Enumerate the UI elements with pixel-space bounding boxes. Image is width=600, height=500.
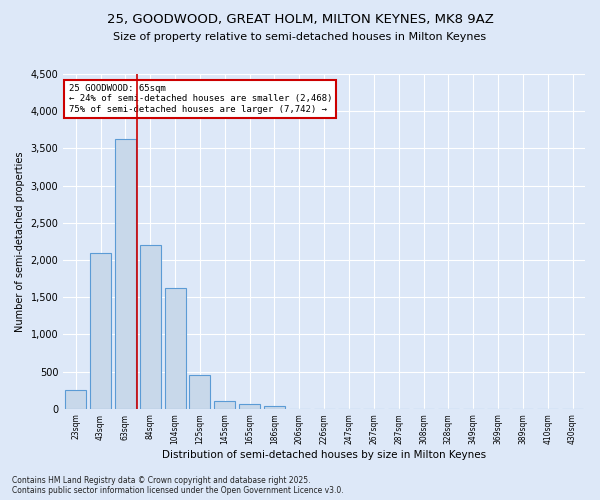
- Y-axis label: Number of semi-detached properties: Number of semi-detached properties: [15, 151, 25, 332]
- Text: Contains HM Land Registry data © Crown copyright and database right 2025.
Contai: Contains HM Land Registry data © Crown c…: [12, 476, 344, 495]
- Text: 25, GOODWOOD, GREAT HOLM, MILTON KEYNES, MK8 9AZ: 25, GOODWOOD, GREAT HOLM, MILTON KEYNES,…: [107, 12, 493, 26]
- X-axis label: Distribution of semi-detached houses by size in Milton Keynes: Distribution of semi-detached houses by …: [162, 450, 486, 460]
- Bar: [239, 404, 260, 408]
- Bar: [65, 390, 86, 408]
- Bar: [214, 400, 235, 408]
- Text: 25 GOODWOOD: 65sqm
← 24% of semi-detached houses are smaller (2,468)
75% of semi: 25 GOODWOOD: 65sqm ← 24% of semi-detache…: [68, 84, 332, 114]
- Bar: [140, 245, 161, 408]
- Bar: [164, 288, 185, 408]
- Text: Size of property relative to semi-detached houses in Milton Keynes: Size of property relative to semi-detach…: [113, 32, 487, 42]
- Bar: [264, 406, 285, 408]
- Bar: [90, 252, 111, 408]
- Bar: [190, 375, 211, 408]
- Bar: [115, 140, 136, 408]
